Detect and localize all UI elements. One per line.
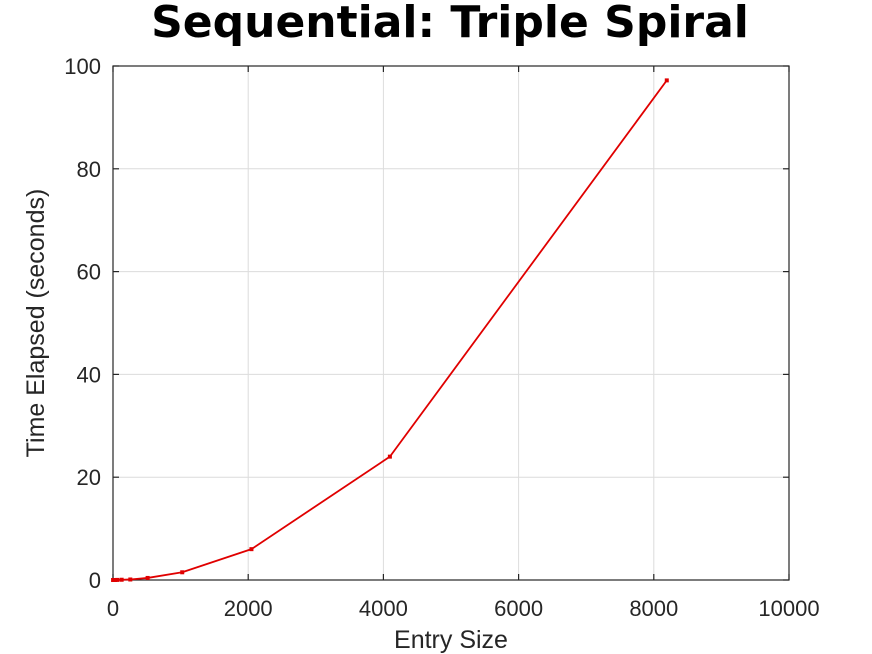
y-tick-label: 20 xyxy=(77,465,101,490)
data-point xyxy=(664,78,669,83)
y-tick-label: 100 xyxy=(64,54,101,79)
data-point xyxy=(119,577,124,582)
axis-ticks: 0 2000 4000 6000 8000 10000 0 20 40 60 80 100 xyxy=(64,54,819,621)
data-point xyxy=(115,577,120,582)
x-tick-label: 4000 xyxy=(359,596,408,621)
data-point xyxy=(145,575,150,580)
chart-title: Sequential: Triple Spiral xyxy=(151,0,749,48)
data-point xyxy=(128,577,133,582)
x-tick-label: 2000 xyxy=(224,596,273,621)
series-line xyxy=(112,79,668,581)
data-point xyxy=(113,578,118,582)
grid xyxy=(112,65,790,581)
series-layer xyxy=(111,78,669,582)
y-tick-label: 40 xyxy=(77,362,101,387)
data-point xyxy=(387,454,392,459)
y-tick-label: 80 xyxy=(77,157,101,182)
plot-frame xyxy=(112,65,790,581)
data-point xyxy=(180,570,185,575)
y-axis-label: Time Elapsed (seconds) xyxy=(22,189,50,458)
y-tick-label: 0 xyxy=(89,568,101,593)
y-tick-label: 60 xyxy=(77,260,101,285)
data-point xyxy=(249,547,254,552)
x-tick-label: 0 xyxy=(107,596,119,621)
x-axis-label: Entry Size xyxy=(394,626,508,654)
x-tick-label: 6000 xyxy=(494,596,543,621)
x-tick-label: 8000 xyxy=(629,596,678,621)
x-tick-label: 10000 xyxy=(758,596,819,621)
